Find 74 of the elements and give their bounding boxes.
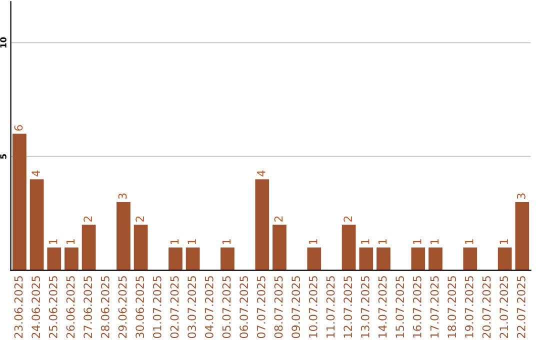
data-label: 1 <box>361 239 370 244</box>
x-tick-label: 23.06.2025 <box>14 276 23 338</box>
bar <box>82 224 96 270</box>
bar <box>376 248 390 270</box>
x-tick-label: 17.07.2025 <box>430 276 439 338</box>
x-tick-label: 03.07.2025 <box>188 276 196 338</box>
data-label: 1 <box>66 239 75 244</box>
data-label: 1 <box>430 239 439 244</box>
data-label: 1 <box>222 239 231 244</box>
x-tick-label: 02.07.2025 <box>170 276 179 338</box>
bar <box>272 224 286 270</box>
x-tick-label: 19.07.2025 <box>464 276 474 338</box>
data-label: 4 <box>32 170 40 176</box>
y-tick-label: 5 <box>0 154 6 159</box>
bar <box>342 224 356 270</box>
data-label: 1 <box>188 239 196 244</box>
bar <box>307 248 322 270</box>
x-tick-label: 27.06.2025 <box>84 276 92 338</box>
data-label: 1 <box>378 239 387 244</box>
x-tick-label: 09.07.2025 <box>292 276 300 338</box>
x-tick-label: 18.07.2025 <box>448 276 456 338</box>
bar <box>359 248 374 270</box>
bar <box>186 248 200 270</box>
bar <box>47 248 62 270</box>
bar <box>428 248 442 270</box>
x-tick-label: 13.07.2025 <box>360 276 370 338</box>
data-label: 2 <box>344 216 352 222</box>
x-tick-label: 05.07.2025 <box>222 276 231 338</box>
bar <box>515 202 530 270</box>
x-tick-label: 22.07.2025 <box>516 276 526 338</box>
bar <box>463 248 478 270</box>
x-tick-label: 29.06.2025 <box>118 276 127 338</box>
bar <box>64 248 78 270</box>
data-label: 1 <box>49 239 58 244</box>
data-label: 3 <box>516 194 526 199</box>
x-tick-label: 16.07.2025 <box>412 276 422 338</box>
bar <box>411 248 426 270</box>
x-tick-label: 12.07.2025 <box>344 276 352 338</box>
bar <box>116 202 130 270</box>
x-tick-label: 10.07.2025 <box>308 276 318 338</box>
x-tick-label: 28.06.2025 <box>100 276 110 338</box>
x-tick-label: 14.07.2025 <box>378 276 387 338</box>
bar <box>12 134 26 270</box>
x-tick-label: 07.07.2025 <box>256 276 266 338</box>
bar <box>30 179 44 270</box>
x-tick-label: 21.07.2025 <box>500 276 508 338</box>
bar <box>220 248 234 270</box>
data-label: 1 <box>500 239 508 244</box>
data-label: 2 <box>84 216 92 222</box>
bar <box>498 248 512 270</box>
x-tick-label: 06.07.2025 <box>240 276 248 338</box>
data-label: 6 <box>14 125 23 131</box>
data-label: 4 <box>257 170 266 176</box>
bar <box>134 224 148 270</box>
y-tick-label: 10 <box>0 37 6 48</box>
data-label: 1 <box>465 239 474 244</box>
x-tick-label: 08.07.2025 <box>274 276 283 338</box>
data-label: 2 <box>136 216 144 222</box>
bar <box>168 248 182 270</box>
x-tick-label: 15.07.2025 <box>396 276 404 338</box>
x-tick-label: 01.07.2025 <box>152 276 162 338</box>
data-label: 1 <box>413 239 422 244</box>
x-tick-label: 30.06.2025 <box>136 276 144 338</box>
data-label: 1 <box>170 239 179 244</box>
x-tick-label: 11.07.2025 <box>326 276 335 338</box>
data-label: 3 <box>118 194 127 199</box>
data-label: 1 <box>309 239 318 244</box>
x-tick-label: 26.06.2025 <box>66 276 75 338</box>
x-tick-label: 04.07.2025 <box>204 276 214 338</box>
x-tick-label: 25.06.2025 <box>48 276 58 338</box>
x-tick-label: 20.07.2025 <box>482 276 491 338</box>
x-tick-label: 24.06.2025 <box>32 276 40 338</box>
bar <box>255 179 270 270</box>
data-label: 2 <box>274 216 283 222</box>
